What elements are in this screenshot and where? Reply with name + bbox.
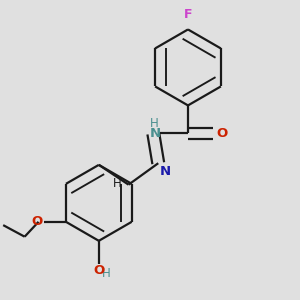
Text: H: H — [149, 117, 158, 130]
Text: N: N — [160, 165, 171, 178]
Text: O: O — [93, 264, 104, 277]
Text: N: N — [150, 127, 161, 140]
Text: O: O — [217, 127, 228, 140]
Text: H: H — [102, 267, 111, 280]
Text: F: F — [184, 8, 192, 21]
Text: H: H — [113, 176, 122, 190]
Text: O: O — [32, 215, 43, 228]
